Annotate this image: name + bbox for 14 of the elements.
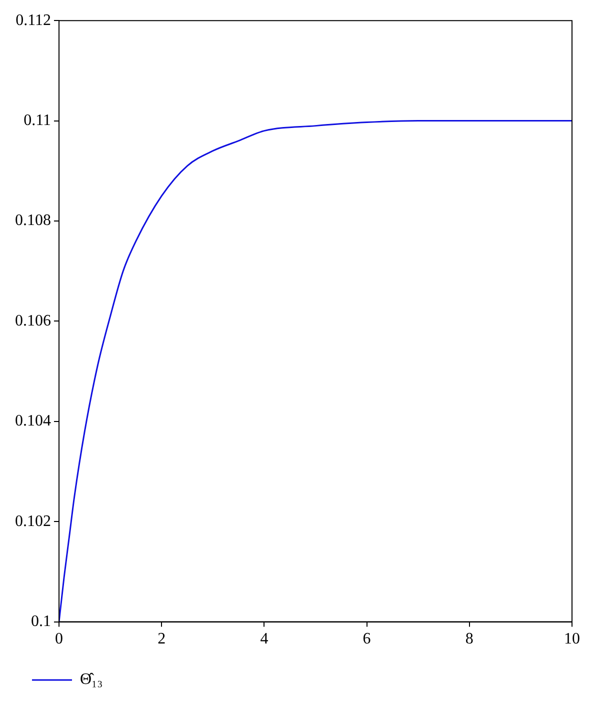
x-tick-label: 4 [260, 630, 268, 648]
x-tick-label: 2 [158, 630, 166, 648]
y-tick-label: 0.11 [24, 112, 51, 130]
y-tick-label: 0.104 [15, 412, 51, 430]
x-tick-label: 8 [465, 630, 474, 648]
y-tick-label: 0.112 [16, 12, 51, 29]
y-tick-label: 0.1 [31, 613, 51, 630]
x-tick-label: 6 [362, 630, 371, 648]
y-tick-label: 0.106 [15, 312, 51, 330]
x-tick-label: 0 [55, 630, 63, 648]
y-tick-label: 0.108 [15, 212, 51, 230]
x-tick-label: 10 [564, 630, 580, 648]
y-tick-label: 0.102 [15, 512, 51, 530]
legend-label: Θ̂₁₃ [80, 671, 103, 688]
